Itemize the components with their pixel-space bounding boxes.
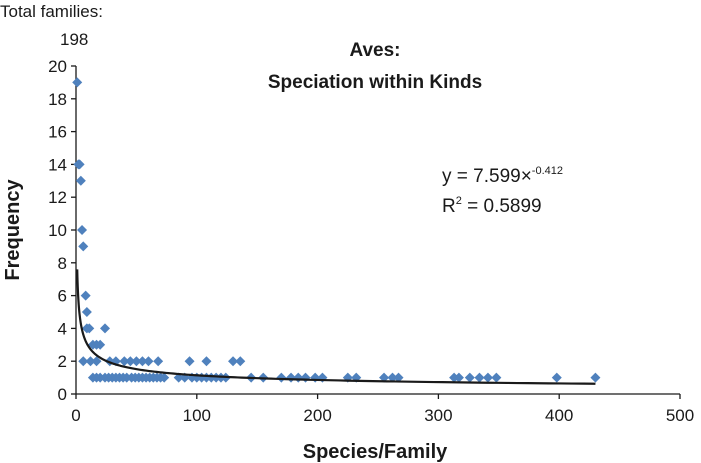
data-point <box>276 372 287 383</box>
x-tick-label: 100 <box>183 406 211 425</box>
data-point <box>387 372 398 383</box>
r-squared-label: R2 = 0.5899 <box>442 195 542 217</box>
x-axis-title: Species/Family <box>303 441 448 463</box>
data-point <box>184 356 195 367</box>
y-tick-label: 14 <box>48 155 67 174</box>
data-point <box>235 356 246 367</box>
data-point <box>85 356 96 367</box>
data-point <box>300 372 311 383</box>
data-point <box>159 372 170 383</box>
y-tick-label: 0 <box>58 385 67 404</box>
data-point <box>119 356 130 367</box>
x-tick-label: 0 <box>71 406 80 425</box>
data-point <box>95 339 106 350</box>
y-tick-label: 12 <box>48 188 67 207</box>
x-tick-label: 400 <box>545 406 573 425</box>
data-point <box>125 356 136 367</box>
y-tick-label: 16 <box>48 123 67 142</box>
y-axis-title: Frequency <box>2 179 24 281</box>
axes <box>75 66 680 395</box>
trendline <box>76 269 596 385</box>
y-tick-label: 4 <box>58 319 67 338</box>
y-tick-label: 2 <box>58 352 67 371</box>
y-tick-label: 10 <box>48 221 67 240</box>
data-point <box>474 372 485 383</box>
y-tick-label: 8 <box>58 254 67 273</box>
data-point <box>131 356 142 367</box>
data-point <box>91 356 102 367</box>
data-point <box>153 356 164 367</box>
r2-base: R <box>442 196 456 217</box>
data-point <box>464 372 475 383</box>
data-point <box>78 356 89 367</box>
data-point <box>590 372 601 383</box>
chart-title-line-2: Speciation within Kinds <box>268 72 482 93</box>
y-tick-label: 20 <box>48 57 67 76</box>
data-point <box>551 372 562 383</box>
chart-title-line-1: Aves: <box>349 40 400 61</box>
data-point <box>80 290 91 301</box>
r2-value: = 0.5899 <box>462 196 542 217</box>
data-point <box>393 372 404 383</box>
data-point <box>491 372 502 383</box>
total-families-value: 198 <box>60 30 89 49</box>
data-point <box>453 372 464 383</box>
total-families-label: Total families: <box>0 2 103 21</box>
data-point <box>74 159 85 170</box>
y-tick-label: 6 <box>58 287 67 306</box>
data-point <box>482 372 493 383</box>
data-point <box>78 241 89 252</box>
data-point <box>77 225 88 235</box>
data-point <box>99 323 110 334</box>
data-point <box>81 307 92 317</box>
data-point <box>201 356 212 367</box>
trendline-equation: y = 7.599×-0.412 <box>442 165 563 187</box>
equation-base: y = 7.599× <box>442 166 532 187</box>
y-tick-label: 18 <box>48 90 67 109</box>
data-point <box>72 77 83 88</box>
data-point <box>137 356 148 367</box>
data-point <box>75 175 86 186</box>
x-tick-label: 300 <box>424 406 452 425</box>
equation-exponent: -0.412 <box>532 165 563 177</box>
data-point <box>81 323 92 334</box>
data-points <box>72 77 601 383</box>
r2-superscript: 2 <box>456 195 462 207</box>
x-tick-label: 500 <box>666 406 694 425</box>
x-tick-label: 200 <box>303 406 331 425</box>
data-point <box>228 356 239 367</box>
data-point <box>379 372 390 383</box>
data-point <box>143 356 154 367</box>
